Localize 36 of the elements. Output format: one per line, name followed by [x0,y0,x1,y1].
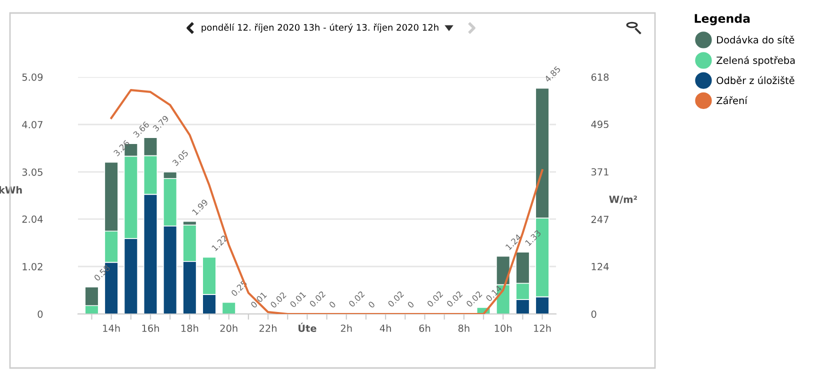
y2-tick-label: 124 [592,262,609,270]
legend-label: Dodávka do sítě [717,36,794,44]
y-tick-label: 0 [38,310,43,318]
total-label: 0 [328,300,336,308]
y-tick-label: 1.02 [22,262,42,270]
y-tick-label: 4.07 [22,120,42,128]
legend-label: Odběr z úložiště [716,76,794,84]
y2-tick-label: 618 [591,73,609,81]
y2-tick-label: 0 [591,310,596,318]
x-tick-label: 18h [181,324,198,332]
x-tick-label: 12h [534,324,551,332]
y2-tick-label: 371 [591,168,608,176]
line-series [110,88,544,314]
bar [222,302,236,314]
y-tick-label: 5.09 [22,73,43,81]
y-tick-label: 3.05 [22,168,42,176]
y2-axis-title: W/m² [609,196,637,204]
x-tick-label: 6h [419,324,430,332]
x-tick-label: Úte [298,322,316,332]
chart-title: pondělí 12. říjen 2020 13h - úterý 13. říjen 2020 12h [202,23,438,33]
x-tick-label: 8h [458,324,470,332]
x-tick-label: 16h [142,324,159,332]
y2-tick-label: 495 [591,120,608,128]
x-tick-label: 14h [103,324,120,332]
legend-label: Záření [716,96,748,104]
legend-title: Legenda [694,14,750,26]
total-label: 0 [407,300,414,308]
x-tick-label: 4h [380,324,391,332]
x-tick-label: 22h [259,324,276,332]
x-tick-label: 10h [494,324,512,332]
total-label: 0 [368,300,376,308]
x-tick-label: 20h [220,324,238,332]
y-tick-label: 2.04 [22,215,43,223]
legend-label: Zelená spotřeba [716,56,795,66]
y2-tick-label: 247 [591,216,608,223]
x-tick-label: 2h [340,324,352,332]
